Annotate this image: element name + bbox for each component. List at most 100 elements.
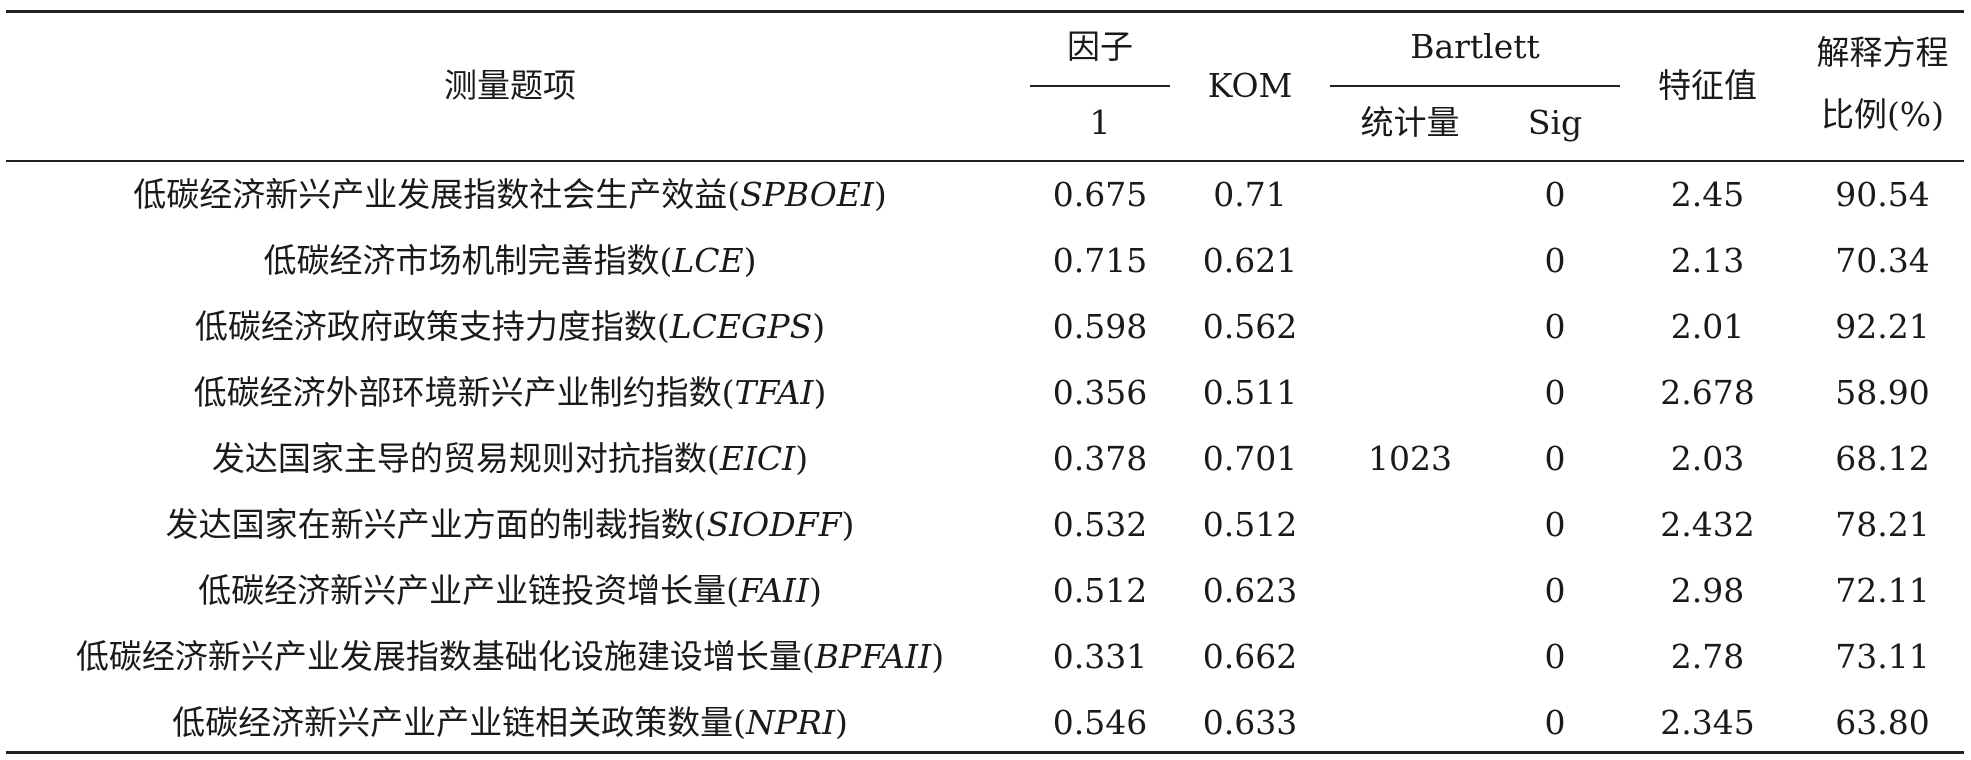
header-stat: 统计量 <box>1360 103 1460 142</box>
measure-abbr: LCEGPS <box>669 307 813 346</box>
ratio-cell: 68.12 <box>1835 439 1930 478</box>
sig-cell: 0 <box>1544 505 1566 544</box>
table-row: 低碳经济外部环境新兴产业制约指数(TFAI) 0.356 0.511 0 2.6… <box>0 360 1971 426</box>
header-factor-sub: 1 <box>1089 103 1111 142</box>
ratio-cell: 78.21 <box>1835 505 1930 544</box>
stat-cell <box>1330 492 1490 558</box>
header-kom: KOM <box>1207 66 1293 105</box>
ratio-cell: 90.54 <box>1835 175 1930 214</box>
measure-abbr: LCE <box>672 241 744 280</box>
header-bartlett: Bartlett <box>1410 27 1540 66</box>
table-row: 发达国家在新兴产业方面的制裁指数(SIODFF) 0.532 0.512 0 2… <box>0 492 1971 558</box>
kom-cell: 0.511 <box>1202 373 1298 412</box>
factor-cell: 0.512 <box>1052 571 1148 610</box>
measure-abbr: TFAI <box>734 373 814 412</box>
header-sig: Sig <box>1527 103 1583 142</box>
measure-cell: 发达国家在新兴产业方面的制裁指数(SIODFF) <box>165 505 855 544</box>
header-explain-line1: 解释方程 <box>1816 33 1949 72</box>
eigen-cell: 2.98 <box>1670 571 1745 610</box>
table-row: 低碳经济政府政策支持力度指数(LCEGPS) 0.598 0.562 0 2.0… <box>0 294 1971 360</box>
header-explain-line2: 比例(%) <box>1820 95 1945 134</box>
ratio-cell: 63.80 <box>1835 703 1930 742</box>
ratio-cell: 73.11 <box>1835 637 1930 676</box>
factor-cell: 0.715 <box>1052 241 1148 280</box>
table-row: 低碳经济市场机制完善指数(LCE) 0.715 0.621 0 2.13 70.… <box>0 228 1971 294</box>
measure-name: 低碳经济新兴产业发展指数基础化设施建设增长量 <box>75 637 802 676</box>
factor-cell: 0.356 <box>1052 373 1148 412</box>
sig-cell: 0 <box>1544 439 1566 478</box>
measure-name: 低碳经济新兴产业产业链相关政策数量 <box>172 703 734 742</box>
eigen-cell: 2.13 <box>1670 241 1745 280</box>
kom-cell: 0.623 <box>1202 571 1298 610</box>
stat-cell <box>1330 162 1490 228</box>
measure-cell: 发达国家主导的贸易规则对抗指数(EICI) <box>211 439 809 478</box>
table-header-rule <box>6 160 1964 162</box>
kom-cell: 0.512 <box>1202 505 1298 544</box>
sig-cell: 0 <box>1544 703 1566 742</box>
table-row: 低碳经济新兴产业发展指数社会生产效益(SPBOEI) 0.675 0.71 0 … <box>0 162 1971 228</box>
measure-abbr: FAII <box>739 571 809 610</box>
table-row: 发达国家主导的贸易规则对抗指数(EICI) 0.378 0.701 1023 0… <box>0 426 1971 492</box>
measure-abbr: SIODFF <box>706 505 842 544</box>
factor-cell: 0.378 <box>1052 439 1148 478</box>
kom-cell: 0.662 <box>1202 637 1298 676</box>
measure-cell: 低碳经济新兴产业发展指数社会生产效益(SPBOEI) <box>133 175 887 214</box>
kom-cell: 0.621 <box>1202 241 1298 280</box>
measure-cell: 低碳经济新兴产业发展指数基础化设施建设增长量(BPFAII) <box>75 637 945 676</box>
ratio-cell: 70.34 <box>1835 241 1930 280</box>
kom-cell: 0.701 <box>1202 439 1298 478</box>
bartlett-subrule <box>1330 85 1620 87</box>
sig-cell: 0 <box>1544 373 1566 412</box>
stat-cell <box>1330 228 1490 294</box>
stat-cell <box>1330 360 1490 426</box>
factor-subrule <box>1030 85 1170 87</box>
eigen-cell: 2.03 <box>1670 439 1745 478</box>
measure-abbr: EICI <box>719 439 796 478</box>
eigen-cell: 2.01 <box>1670 307 1745 346</box>
measure-abbr: SPBOEI <box>740 175 874 214</box>
measure-cell: 低碳经济新兴产业产业链投资增长量(FAII) <box>198 571 822 610</box>
measure-name: 低碳经济新兴产业产业链投资增长量 <box>198 571 727 610</box>
factor-cell: 0.532 <box>1052 505 1148 544</box>
stat-cell <box>1330 690 1490 756</box>
ratio-cell: 58.90 <box>1835 373 1930 412</box>
ratio-cell: 72.11 <box>1835 571 1930 610</box>
header-measure: 测量题项 <box>444 66 576 105</box>
stat-cell <box>1330 558 1490 624</box>
table-row: 低碳经济新兴产业发展指数基础化设施建设增长量(BPFAII) 0.331 0.6… <box>0 624 1971 690</box>
sig-cell: 0 <box>1544 175 1566 214</box>
sig-cell: 0 <box>1544 241 1566 280</box>
header-eigen: 特征值 <box>1658 66 1757 105</box>
measure-cell: 低碳经济市场机制完善指数(LCE) <box>263 241 757 280</box>
factor-cell: 0.598 <box>1052 307 1148 346</box>
eigen-cell: 2.78 <box>1670 637 1745 676</box>
measure-abbr: NPRI <box>746 703 835 742</box>
measure-name: 发达国家在新兴产业方面的制裁指数 <box>165 505 694 544</box>
stat-cell <box>1330 624 1490 690</box>
eigen-cell: 2.345 <box>1660 703 1755 742</box>
measure-name: 低碳经济新兴产业发展指数社会生产效益 <box>133 175 728 214</box>
kom-cell: 0.562 <box>1202 307 1298 346</box>
table-top-rule <box>6 10 1964 13</box>
table-row: 低碳经济新兴产业产业链投资增长量(FAII) 0.512 0.623 0 2.9… <box>0 558 1971 624</box>
ratio-cell: 92.21 <box>1835 307 1930 346</box>
measure-cell: 低碳经济外部环境新兴产业制约指数(TFAI) <box>193 373 827 412</box>
eigen-cell: 2.678 <box>1660 373 1755 412</box>
measure-name: 低碳经济市场机制完善指数 <box>263 241 660 280</box>
kom-cell: 0.71 <box>1213 175 1287 214</box>
measure-cell: 低碳经济政府政策支持力度指数(LCEGPS) <box>194 307 826 346</box>
sig-cell: 0 <box>1544 307 1566 346</box>
factor-cell: 0.546 <box>1052 703 1148 742</box>
sig-cell: 0 <box>1544 571 1566 610</box>
factor-cell: 0.675 <box>1052 175 1148 214</box>
header-factor: 因子 <box>1067 27 1133 66</box>
factor-cell: 0.331 <box>1052 637 1148 676</box>
measure-cell: 低碳经济新兴产业产业链相关政策数量(NPRI) <box>172 703 848 742</box>
kom-cell: 0.633 <box>1202 703 1298 742</box>
stat-cell <box>1330 294 1490 360</box>
sig-cell: 0 <box>1544 637 1566 676</box>
stat-cell: 1023 <box>1368 439 1452 478</box>
measure-abbr: BPFAII <box>814 637 932 676</box>
measure-name: 低碳经济外部环境新兴产业制约指数 <box>193 373 722 412</box>
table-bottom-rule <box>6 751 1964 754</box>
